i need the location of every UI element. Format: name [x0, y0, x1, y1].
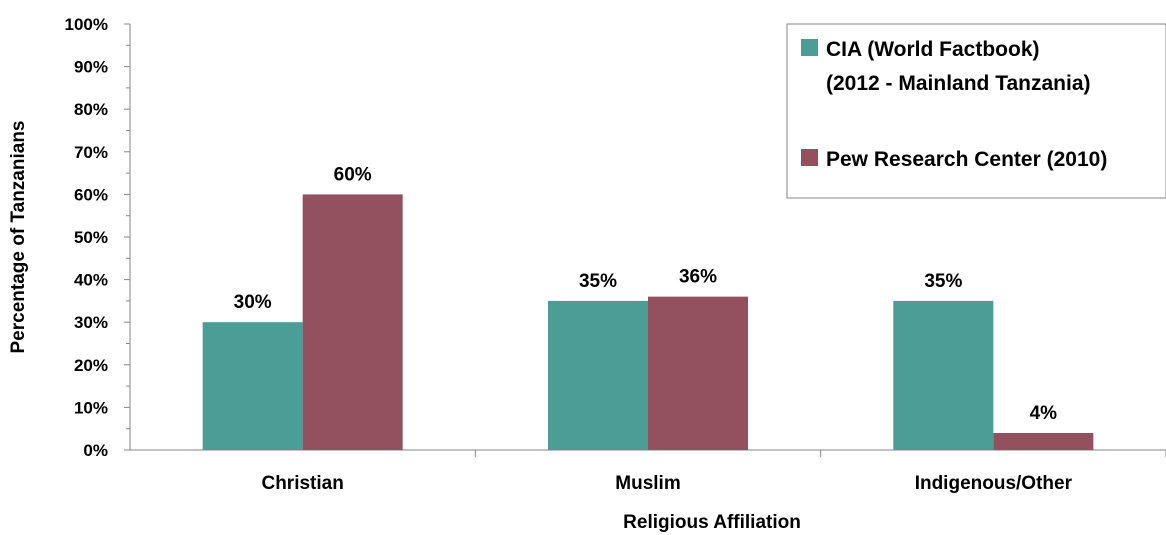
legend-label: (2012 - Mainland Tanzania) [826, 72, 1091, 95]
data-label: 35% [579, 271, 617, 292]
category-label: Indigenous/Other [915, 473, 1073, 494]
y-tick-label: 30% [74, 313, 108, 332]
bar [648, 296, 748, 450]
category-label: Christian [261, 473, 343, 494]
y-tick-label: 50% [74, 228, 108, 247]
y-tick-label: 80% [74, 100, 108, 119]
x-axis-title: Religious Affiliation [623, 512, 801, 533]
bar [548, 300, 648, 450]
data-label: 60% [334, 164, 372, 185]
data-label: 36% [679, 267, 717, 288]
legend-label: Pew Research Center (2010) [826, 148, 1107, 171]
data-label: 4% [1030, 403, 1058, 424]
y-axis-title: Percentage of Tanzanians [8, 121, 29, 354]
y-tick-label: 60% [74, 185, 108, 204]
legend-label: CIA (World Factbook) [826, 38, 1040, 61]
y-tick-label: 100% [65, 15, 108, 34]
data-label: 30% [234, 292, 272, 313]
category-label: Muslim [615, 473, 680, 494]
legend-box [786, 23, 1166, 199]
y-tick-label: 90% [74, 58, 108, 77]
y-tick-label: 70% [74, 143, 108, 162]
bar [202, 322, 303, 450]
bar [993, 432, 1094, 450]
y-tick-label: 10% [74, 398, 108, 417]
legend-swatch [801, 39, 818, 56]
y-tick-label: 0% [83, 441, 108, 460]
y-tick-label: 20% [74, 356, 108, 375]
legend-swatch [801, 149, 818, 166]
bar [893, 300, 994, 450]
data-label: 35% [924, 271, 962, 292]
y-tick-label: 40% [74, 271, 108, 290]
bar [302, 194, 403, 450]
